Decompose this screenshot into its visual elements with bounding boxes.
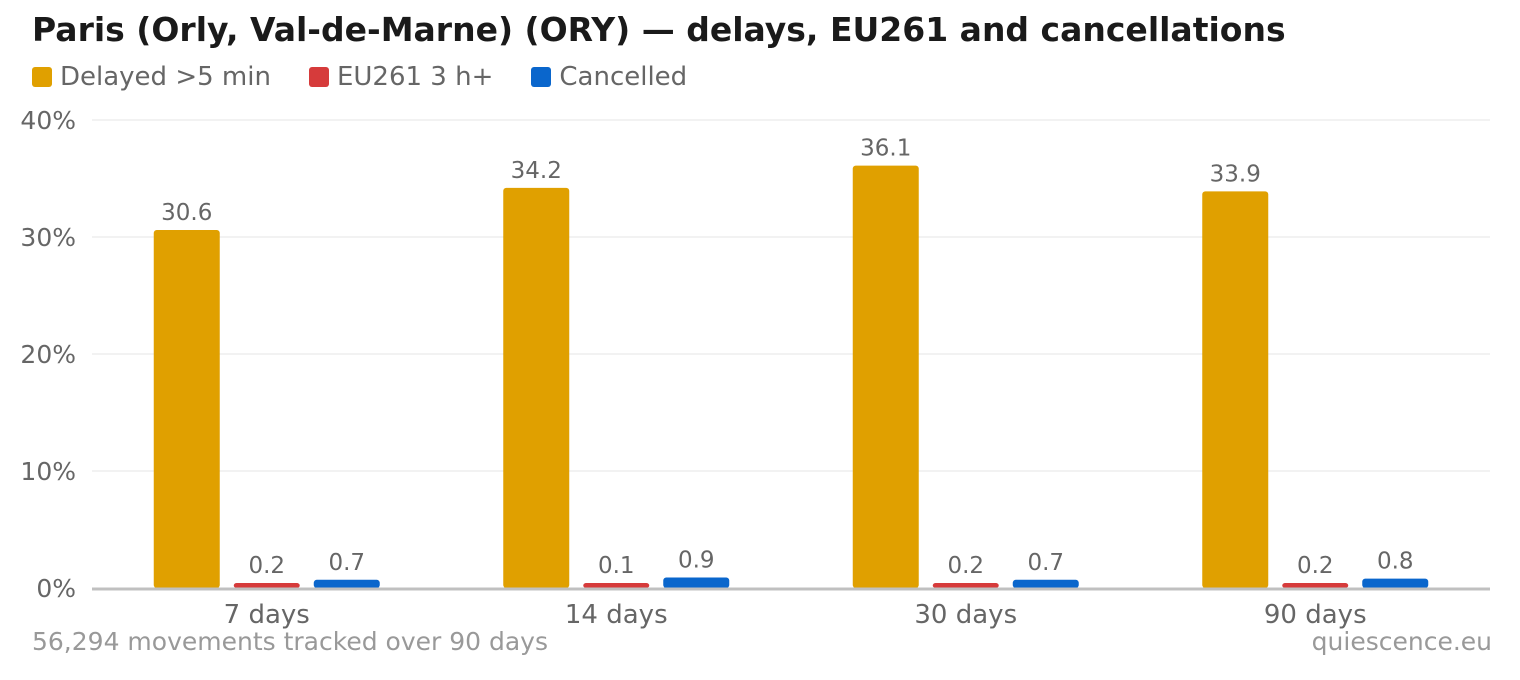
data-label: 33.9 [1210, 161, 1261, 187]
x-tick-label: 7 days [224, 600, 310, 630]
y-tick-label: 40% [20, 106, 76, 135]
chart-legend: Delayed >5 min EU261 3 h+ Cancelled [32, 60, 725, 94]
data-label: 0.9 [678, 547, 715, 573]
bar [153, 229, 220, 589]
y-tick-label: 0% [36, 574, 76, 603]
bar [313, 579, 380, 588]
bar [503, 187, 570, 589]
x-tick-label: 30 days [914, 600, 1017, 630]
bar [583, 583, 650, 588]
legend-label-delayed: Delayed >5 min [60, 62, 271, 92]
y-tick-label: 30% [20, 223, 76, 252]
y-tick-label: 10% [20, 457, 76, 486]
legend-label-eu261: EU261 3 h+ [336, 62, 494, 92]
legend-swatch-delayed [32, 67, 52, 87]
data-label: 34.2 [511, 158, 562, 184]
data-label: 0.2 [248, 553, 285, 579]
bar [852, 165, 919, 588]
bar [1282, 583, 1349, 588]
data-label: 0.1 [598, 553, 635, 579]
x-tick-label: 14 days [565, 600, 668, 630]
chart-title: Paris (Orly, Val-de-Marne) (ORY) — delay… [32, 10, 1286, 49]
bar [233, 583, 300, 588]
legend-item-delayed: Delayed >5 min [32, 62, 271, 92]
y-tick-label: 20% [20, 340, 76, 369]
bar [1202, 191, 1269, 588]
legend-swatch-cancelled [531, 67, 552, 87]
legend-label-cancelled: Cancelled [559, 62, 688, 92]
movements-note: 56,294 movements tracked over 90 days [32, 627, 548, 656]
data-label: 0.7 [328, 550, 365, 576]
data-label: 0.2 [947, 553, 984, 579]
data-label: 0.7 [1027, 550, 1064, 576]
bar [663, 577, 730, 588]
data-label: 36.1 [860, 136, 911, 162]
legend-item-eu261: EU261 3 h+ [308, 62, 494, 92]
bar [1362, 578, 1429, 588]
brand-label: quiescence.eu [1311, 627, 1492, 656]
data-label: 0.2 [1297, 553, 1334, 579]
data-label: 30.6 [161, 200, 212, 226]
data-label: 0.8 [1377, 549, 1414, 575]
x-tick-label: 90 days [1264, 600, 1367, 630]
legend-item-cancelled: Cancelled [531, 62, 687, 92]
bar [1012, 579, 1079, 588]
bar [932, 583, 999, 588]
legend-swatch-eu261 [308, 67, 329, 87]
